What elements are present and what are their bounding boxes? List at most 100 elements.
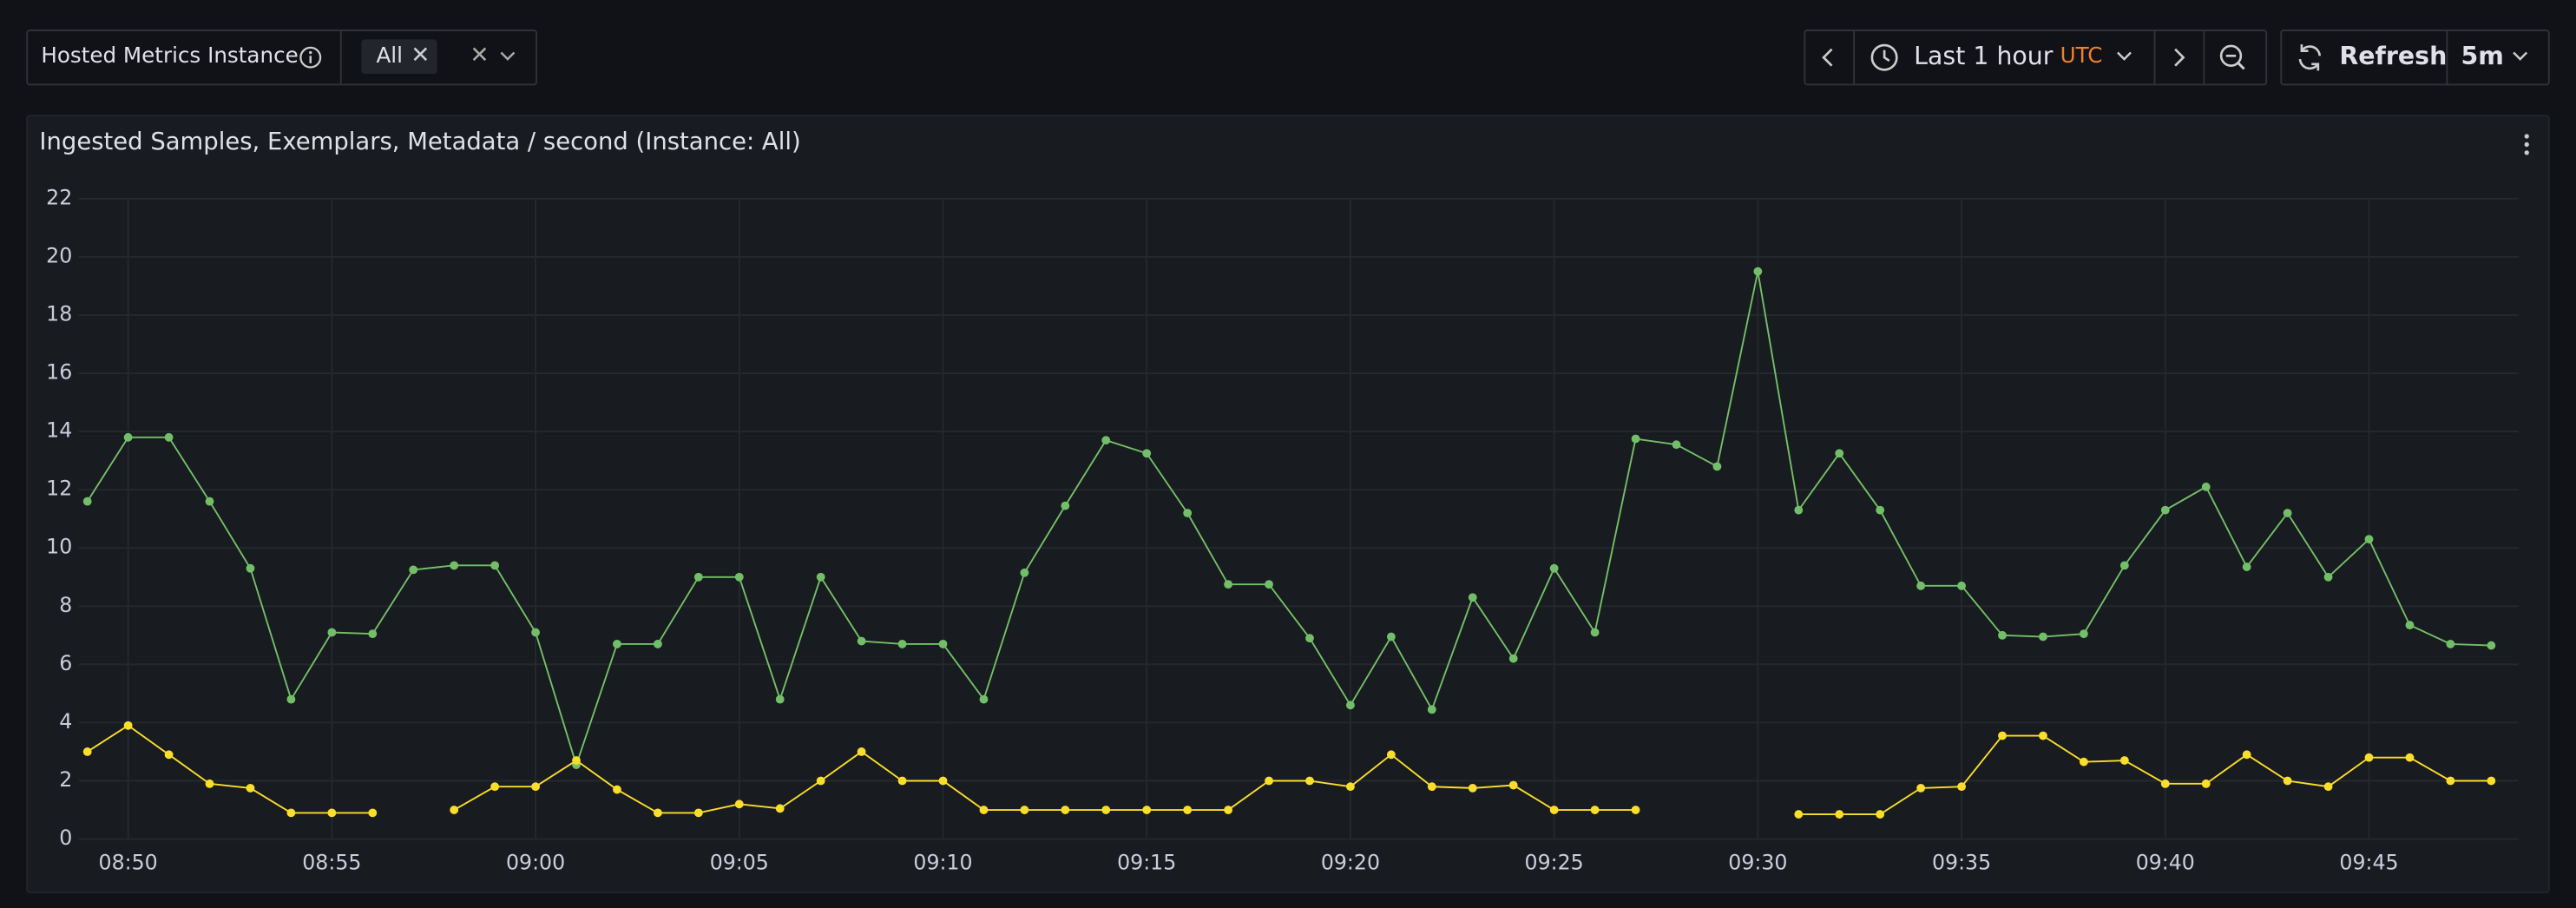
divider: [1853, 30, 1856, 86]
data-point: [734, 799, 744, 809]
data-point: [1468, 593, 1477, 602]
zoom-out-button[interactable]: [2218, 43, 2247, 72]
chevron[interactable]: [2116, 49, 2132, 63]
data-point: [1183, 509, 1193, 517]
data-point: [1265, 776, 1273, 786]
series-line: [87, 724, 2492, 815]
data-point: [1265, 580, 1273, 589]
variable-picker[interactable]: [26, 30, 537, 86]
data-point: [1142, 449, 1152, 458]
data-point: [1590, 806, 1600, 814]
data-point: [123, 720, 133, 730]
data-point: [1672, 440, 1681, 450]
back-button[interactable]: [1820, 48, 1837, 68]
data-point: [653, 639, 662, 648]
x-tick-label: 08:55: [302, 850, 361, 874]
data-point: [531, 628, 540, 637]
data-point: [897, 639, 907, 648]
data-point: [246, 563, 255, 573]
data-point: [1305, 776, 1314, 786]
x-tick-label: 09:20: [1321, 850, 1380, 874]
data-point: [2119, 561, 2129, 570]
data-point: [2079, 757, 2088, 767]
x-tick-label: 09:15: [1117, 850, 1176, 874]
chevron[interactable]: [2512, 49, 2528, 63]
data-point: [1998, 731, 2007, 740]
refresh-button[interactable]: Refresh: [2339, 41, 2448, 71]
data-point: [1916, 581, 1926, 590]
x-tick-label: 09:35: [1932, 850, 1991, 874]
data-point: [653, 808, 662, 818]
data-point: [613, 639, 621, 648]
data-point: [2039, 632, 2047, 642]
data-point: [1386, 750, 1396, 760]
data-point: [2446, 639, 2455, 648]
data-point: [2323, 782, 2333, 792]
data-point: [613, 785, 621, 794]
y-tick-label: 18: [46, 302, 72, 326]
data-point: [979, 694, 989, 704]
data-point: [82, 747, 92, 756]
forward-button[interactable]: [2170, 48, 2186, 68]
data-point: [1631, 806, 1640, 814]
clear-button[interactable]: ✕: [470, 43, 490, 69]
data-point: [327, 808, 337, 818]
chevron[interactable]: [499, 49, 516, 63]
y-tick-label: 2: [59, 767, 72, 792]
y-tick-label: 8: [59, 593, 72, 617]
data-point: [1957, 581, 1966, 590]
data-point: [1305, 634, 1314, 643]
data-point: [368, 808, 378, 818]
data-point: [2446, 776, 2455, 786]
y-tick-label: 0: [59, 826, 72, 850]
chip-remove[interactable]: ✕: [411, 43, 430, 69]
x-tick-label: 09:25: [1525, 850, 1584, 874]
data-point: [1468, 783, 1477, 793]
data-point: [1876, 810, 1885, 819]
x-tick-label: 09:30: [1728, 850, 1787, 874]
data-point: [2487, 641, 2496, 650]
refresh-interval[interactable]: 5m: [2461, 41, 2504, 71]
data-point: [2405, 621, 2415, 630]
chip[interactable]: [361, 39, 437, 75]
data-point: [82, 497, 92, 506]
data-point: [693, 808, 703, 818]
data-point: [572, 756, 581, 765]
divider: [339, 30, 342, 86]
data-point: [205, 779, 214, 788]
data-point: [1346, 701, 1355, 710]
data-point: [286, 694, 296, 704]
data-point: [1183, 806, 1193, 814]
data-point: [409, 565, 418, 575]
data-point: [1916, 783, 1926, 793]
data-point: [1549, 563, 1559, 573]
data-point: [450, 806, 459, 814]
y-tick-label: 22: [46, 185, 72, 209]
x-tick-label: 08:50: [99, 850, 158, 874]
divider: [2203, 30, 2205, 86]
divider: [2153, 30, 2156, 86]
data-point: [1753, 266, 1763, 276]
series-line: [86, 271, 2492, 768]
time-range[interactable]: Last 1 hour: [1914, 41, 2054, 71]
data-point: [1549, 806, 1559, 814]
data-point: [1020, 806, 1029, 814]
data-point: [2242, 563, 2251, 571]
data-point: [2283, 509, 2292, 517]
y-tick-label: 14: [46, 418, 72, 443]
data-point: [2039, 731, 2047, 740]
data-point: [1142, 806, 1152, 814]
data-point: [1876, 505, 1885, 515]
data-point: [246, 783, 255, 793]
data-point: [1508, 780, 1518, 790]
data-point: [2201, 779, 2211, 788]
y-tick-label: 4: [59, 709, 72, 734]
panel-menu[interactable]: [2517, 131, 2537, 157]
data-point: [2323, 572, 2333, 582]
x-tick-label: 09:40: [2136, 850, 2195, 874]
data-point: [2242, 750, 2251, 760]
data-point: [1101, 806, 1111, 814]
data-point: [816, 572, 825, 582]
